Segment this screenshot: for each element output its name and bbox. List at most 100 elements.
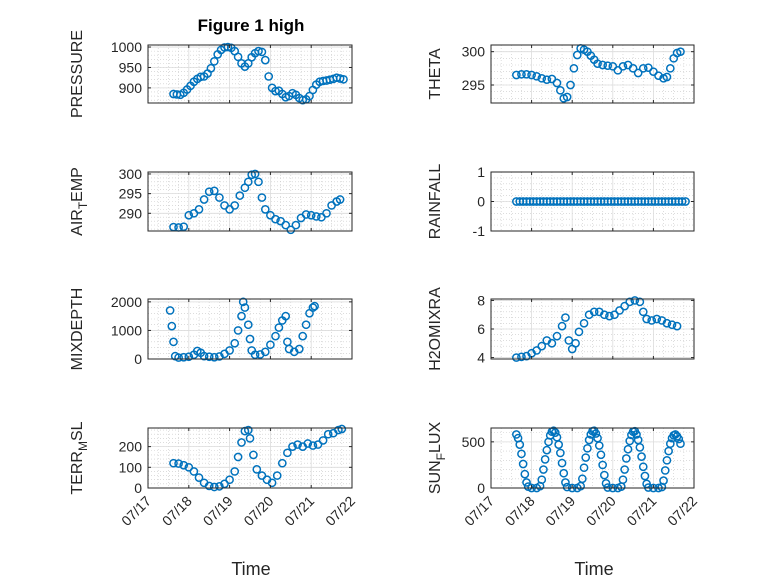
- data-point: [179, 352, 189, 362]
- data-point: [659, 476, 668, 485]
- data-point: [238, 297, 248, 307]
- data-point: [621, 454, 631, 463]
- data-point: [245, 334, 255, 344]
- data-point: [230, 201, 240, 210]
- data-point: [665, 63, 675, 73]
- data-point: [620, 465, 629, 474]
- data-point: [665, 439, 675, 449]
- data-point: [288, 442, 297, 451]
- data-point: [335, 74, 345, 83]
- data-point: [184, 352, 194, 362]
- data-point: [562, 482, 572, 492]
- h2omixra-ytick-label: 8: [477, 292, 485, 308]
- data-point: [339, 74, 348, 84]
- panel-rainfall: -1 0 1 RAINFALL: [427, 164, 695, 240]
- data-point: [174, 353, 183, 362]
- data-point: [615, 306, 624, 315]
- sun_flux-xtick-label: 07/20: [583, 493, 619, 529]
- data-point: [223, 42, 233, 52]
- air_temp-ytick-label: 295: [119, 186, 143, 202]
- data-point: [625, 436, 635, 446]
- data-point: [601, 479, 611, 488]
- x-axis-label-right: Time: [574, 559, 613, 579]
- theta-axes-box: [490, 44, 695, 104]
- data-point: [215, 481, 224, 491]
- data-point: [243, 425, 253, 435]
- data-point: [537, 475, 547, 485]
- data-point: [194, 473, 204, 483]
- data-point: [298, 331, 308, 341]
- sun_flux-xtick-label: 07/22: [664, 493, 700, 529]
- h2omixra-ytick-label: 6: [477, 321, 485, 337]
- pressure-ytick-label: 900: [119, 80, 143, 96]
- data-point: [556, 448, 565, 458]
- terr_msl-axes-box: [147, 427, 353, 489]
- data-point: [623, 444, 633, 454]
- data-point: [167, 321, 177, 331]
- data-point: [313, 440, 323, 449]
- data-point: [547, 338, 557, 348]
- data-point: [647, 316, 657, 325]
- x-axis-label-left: Time: [231, 559, 270, 579]
- data-point: [196, 72, 206, 82]
- data-point: [247, 170, 257, 180]
- data-point: [220, 479, 229, 489]
- data-point: [209, 56, 219, 66]
- data-point: [194, 205, 204, 214]
- data-point: [267, 478, 277, 488]
- h2omixra-ylabel: H2OMIXRA: [427, 287, 444, 371]
- data-point: [635, 443, 645, 452]
- data-point: [591, 429, 601, 438]
- data-point: [638, 63, 648, 73]
- data-point: [169, 458, 178, 468]
- data-point: [308, 441, 318, 450]
- data-point: [652, 314, 662, 324]
- data-point: [676, 47, 685, 57]
- data-point: [599, 470, 609, 480]
- data-point: [549, 426, 558, 436]
- data-point: [593, 59, 602, 69]
- data-point: [277, 458, 287, 468]
- theta-ytick-label: 300: [462, 44, 486, 60]
- pressure-series: [169, 42, 348, 105]
- sun_flux-xtick-label: 07/21: [623, 493, 659, 529]
- data-point: [579, 463, 589, 473]
- data-point: [552, 78, 562, 88]
- data-point: [322, 208, 331, 218]
- data-point: [264, 72, 274, 81]
- air_temp-grid: [147, 172, 353, 231]
- data-point: [640, 471, 650, 481]
- terr_msl-xtick-label: 07/21: [281, 493, 317, 529]
- data-point: [522, 69, 531, 79]
- data-point: [257, 47, 267, 57]
- data-point: [532, 346, 542, 355]
- panel-sun_flux: 0 500 07/17 07/18 07/19 07/20 07/21 07/22 SUNFLU…: [427, 422, 700, 529]
- data-point: [271, 214, 280, 224]
- data-point: [249, 450, 258, 460]
- data-point: [561, 313, 570, 322]
- data-point: [550, 428, 560, 437]
- sun_flux-xtick-label: 07/18: [502, 493, 538, 529]
- data-point: [637, 452, 646, 461]
- data-point: [662, 72, 672, 82]
- data-point: [237, 438, 246, 447]
- data-point: [323, 429, 333, 439]
- data-point: [165, 306, 175, 315]
- data-point: [311, 212, 321, 221]
- sun_flux-xtick-label: 07/19: [542, 493, 578, 529]
- data-point: [559, 468, 569, 478]
- data-point: [537, 341, 547, 351]
- data-point: [598, 460, 608, 470]
- rainfall-ylabel: RAINFALL: [427, 164, 444, 240]
- data-point: [303, 439, 313, 448]
- data-point: [556, 85, 565, 95]
- data-point: [572, 50, 582, 60]
- data-point: [672, 321, 682, 331]
- data-point: [632, 430, 641, 439]
- data-point: [301, 210, 311, 219]
- data-point: [293, 440, 302, 449]
- data-point: [298, 95, 308, 105]
- data-point: [308, 303, 318, 312]
- data-point: [517, 449, 526, 459]
